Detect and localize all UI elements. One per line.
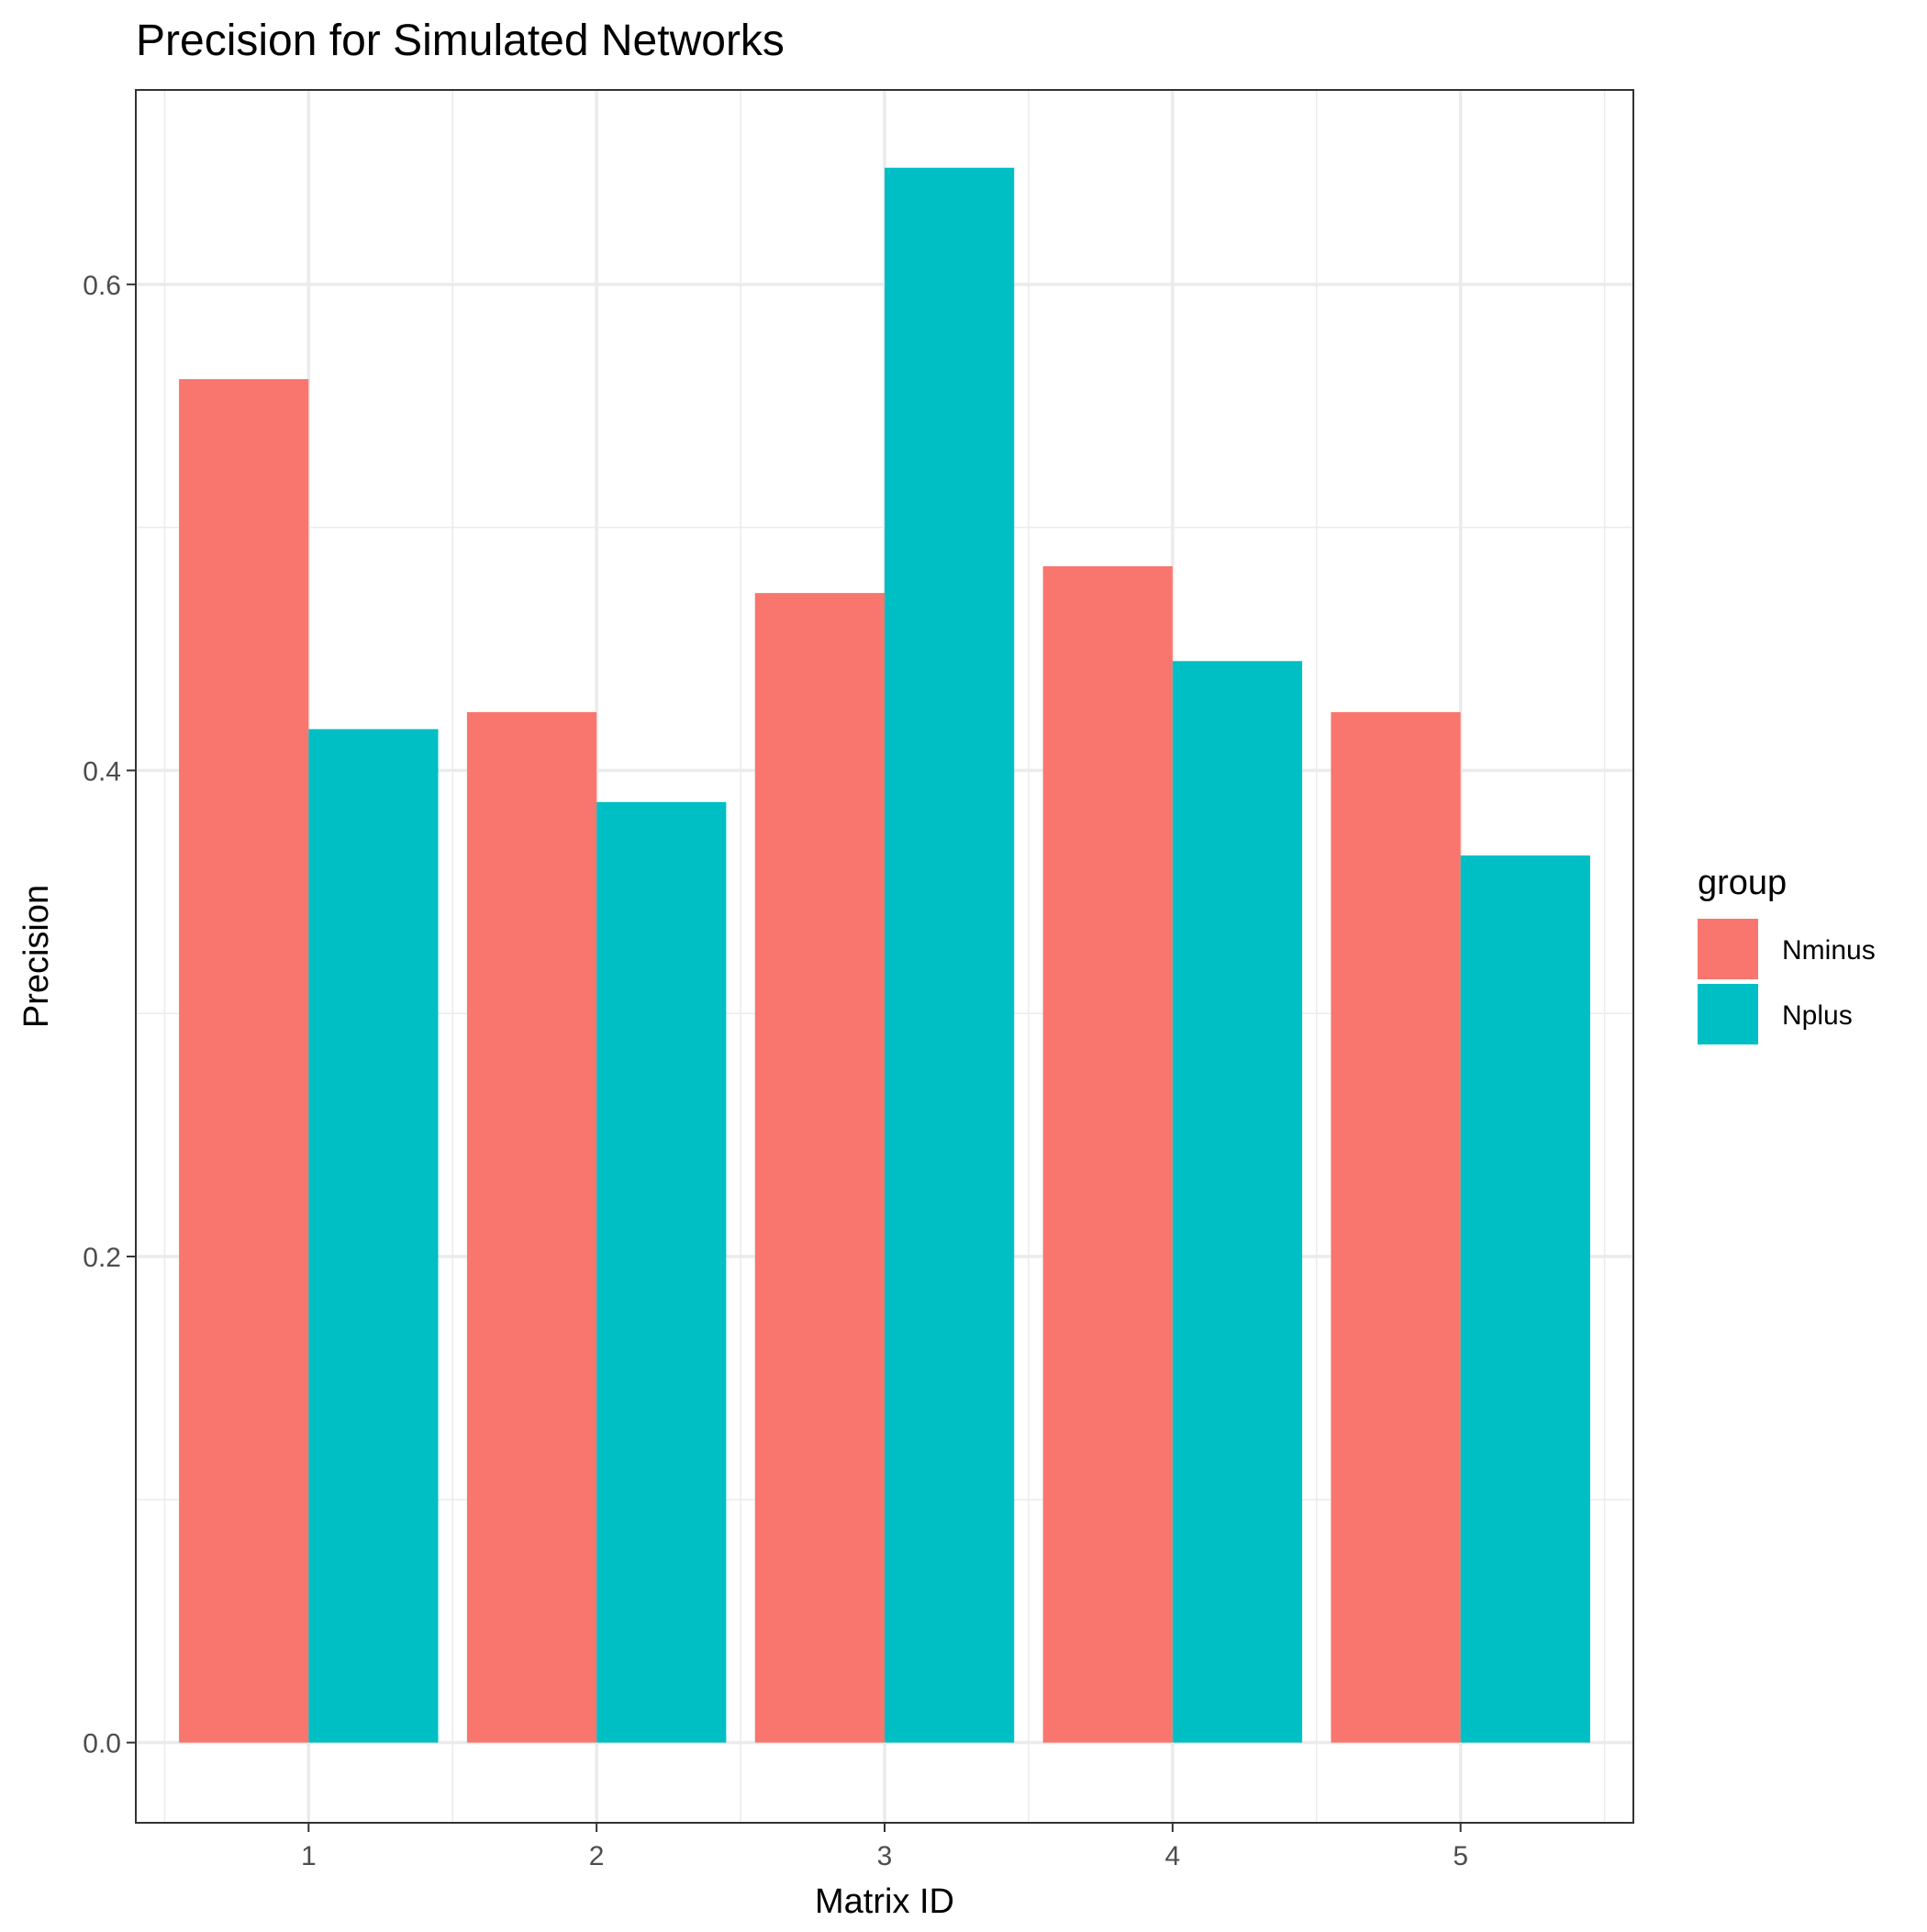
y-tick-label: 0.0 — [83, 1729, 121, 1759]
bar-nplus-3 — [885, 167, 1015, 1743]
x-tick-label: 3 — [877, 1841, 893, 1871]
bar-nminus-5 — [1331, 711, 1461, 1743]
x-axis: 1 2 3 4 5 — [301, 1823, 1468, 1871]
bar-nplus-1 — [308, 729, 439, 1743]
bar-nplus-5 — [1460, 855, 1590, 1743]
legend-key-nminus — [1698, 919, 1758, 979]
bar-nminus-3 — [754, 593, 885, 1743]
y-axis-label: Precision — [17, 885, 56, 1028]
x-axis-label: Matrix ID — [815, 1882, 954, 1921]
bars — [179, 167, 1590, 1743]
y-tick-label: 0.6 — [83, 271, 121, 301]
x-tick-label: 2 — [589, 1841, 605, 1871]
bar-nplus-4 — [1172, 661, 1303, 1743]
x-tick-label: 4 — [1165, 1841, 1181, 1871]
chart-title: Precision for Simulated Networks — [136, 17, 785, 65]
y-tick-label: 0.4 — [83, 756, 121, 787]
x-tick-label: 5 — [1453, 1841, 1468, 1871]
legend-label-nminus: Nminus — [1782, 935, 1876, 966]
bar-nminus-4 — [1042, 566, 1173, 1743]
legend-title: group — [1698, 864, 1787, 902]
legend-label-nplus: Nplus — [1782, 1000, 1853, 1031]
bar-nminus-2 — [466, 711, 597, 1743]
bar-nminus-1 — [179, 379, 309, 1743]
legend-key-nplus — [1698, 984, 1758, 1044]
legend: group Nminus Nplus — [1698, 864, 1876, 1044]
y-tick-label: 0.2 — [83, 1243, 121, 1273]
y-axis: 0.0 0.2 0.4 0.6 — [83, 271, 136, 1759]
bar-nplus-2 — [596, 801, 727, 1743]
x-tick-label: 1 — [301, 1841, 317, 1871]
